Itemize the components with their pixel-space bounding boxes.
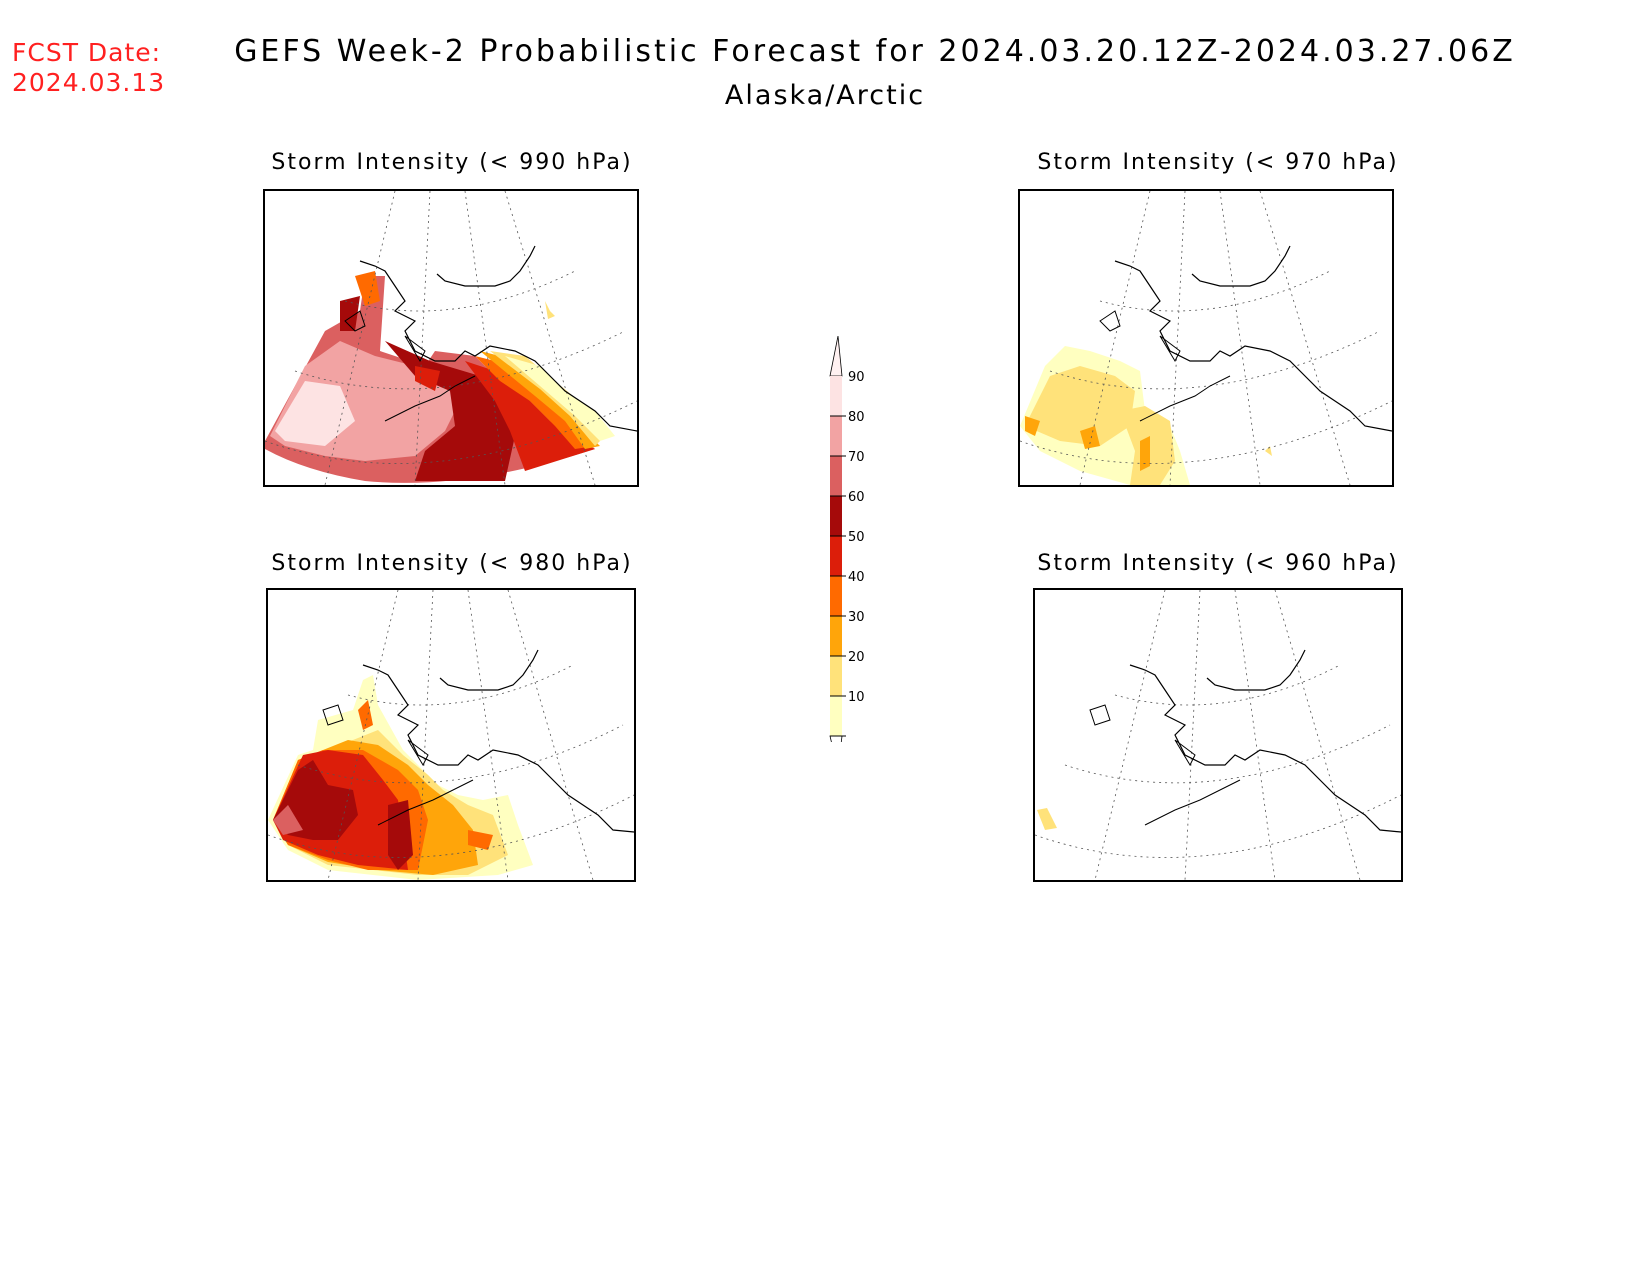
map-970 [1020, 191, 1392, 485]
map-960 [1035, 590, 1401, 880]
map-panel-970 [1018, 189, 1394, 487]
colorbar-swatch [830, 496, 842, 536]
coastline-alaska [362, 649, 634, 833]
fcst-label: FCST Date: [12, 38, 162, 67]
main-title: GEFS Week-2 Probabilistic Forecast for 2… [234, 34, 1516, 69]
colorbar-label: 70 [848, 450, 865, 465]
colorbar-label: 90 [848, 370, 865, 385]
colorbar-svg: 90 80 70 60 50 40 30 20 10 [829, 335, 865, 771]
forecast-date-label: FCST Date: 2024.03.13 [12, 38, 165, 98]
map-980 [268, 590, 634, 880]
map-panel-980 [266, 588, 636, 882]
colorbar: 90 80 70 60 50 40 30 20 10 [818, 335, 898, 771]
colorbar-top-arrow [829, 335, 843, 377]
colorbar-label: 80 [848, 410, 865, 425]
probability-field [268, 675, 533, 880]
coastline-alaska [1114, 245, 1392, 432]
colorbar-label: 40 [848, 570, 865, 585]
panel-title-990: Storm Intensity (< 990 hPa) [271, 150, 633, 175]
graticule [1020, 191, 1392, 485]
colorbar-swatch [830, 536, 842, 576]
colorbar-swatch [830, 376, 842, 416]
fcst-date: 2024.03.13 [12, 68, 166, 97]
region-title: Alaska/Arctic [724, 80, 926, 111]
map-990 [265, 191, 637, 485]
probability-field [1037, 808, 1057, 830]
colorbar-label: 20 [848, 650, 865, 665]
map-panel-990 [263, 189, 639, 487]
panel-title-970: Storm Intensity (< 970 hPa) [1037, 150, 1399, 175]
graticule [1035, 590, 1401, 880]
graticule [265, 191, 637, 485]
colorbar-label: 30 [848, 610, 865, 625]
colorbar-bottom-arrow [829, 735, 843, 771]
colorbar-swatch [830, 456, 842, 496]
colorbar-swatch [830, 416, 842, 456]
coastline-aleutians [344, 310, 476, 422]
panel-title-980: Storm Intensity (< 980 hPa) [271, 551, 633, 576]
graticule [268, 590, 634, 880]
coastline-aleutians [1099, 310, 1231, 422]
colorbar-swatch [830, 696, 842, 736]
coastline-aleutians [1089, 704, 1241, 826]
coastline-alaska [359, 245, 637, 432]
coastline-alaska [1129, 649, 1401, 833]
colorbar-label: 60 [848, 490, 865, 505]
probability-field [265, 271, 615, 483]
coastline-aleutians [322, 704, 474, 826]
panel-title-960: Storm Intensity (< 960 hPa) [1037, 551, 1399, 576]
colorbar-label: 50 [848, 530, 865, 545]
colorbar-label: 10 [848, 690, 865, 705]
colorbar-swatch [830, 656, 842, 696]
colorbar-swatch [830, 616, 842, 656]
colorbar-swatch [830, 576, 842, 616]
probability-field [1020, 346, 1272, 485]
map-panel-960 [1033, 588, 1403, 882]
